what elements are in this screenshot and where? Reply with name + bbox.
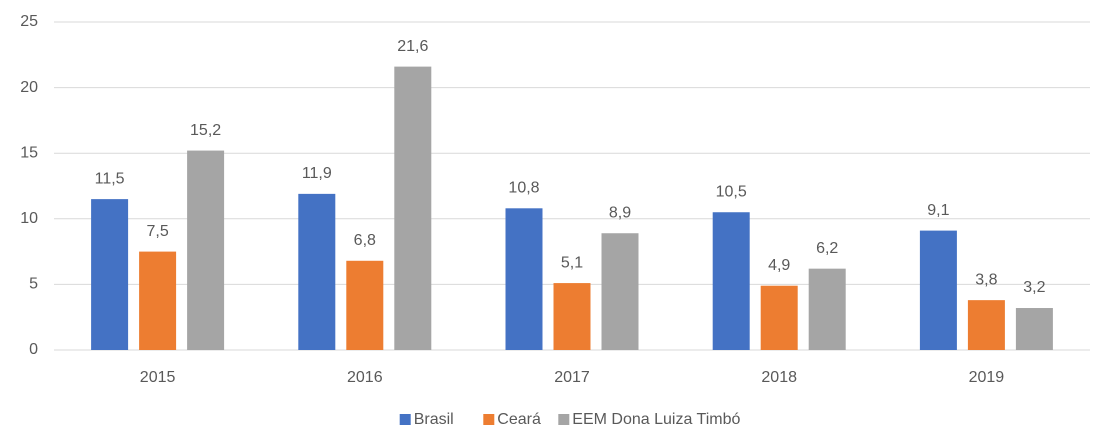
bar [601, 233, 639, 350]
data-label: 9,1 [927, 202, 949, 219]
bar [919, 230, 957, 350]
y-tick-label: 25 [20, 13, 38, 30]
data-label: 6,2 [816, 240, 838, 257]
bar [967, 300, 1005, 350]
y-tick-label: 15 [20, 144, 38, 161]
bar [1015, 308, 1053, 350]
y-tick-label: 0 [29, 341, 38, 358]
bar [760, 285, 798, 350]
data-label: 6,8 [354, 232, 376, 249]
y-tick-label: 5 [29, 276, 38, 293]
legend-swatch [558, 414, 570, 425]
bar [91, 199, 129, 350]
data-label: 3,2 [1023, 279, 1045, 296]
data-label: 15,2 [190, 122, 221, 139]
y-tick-label: 10 [20, 210, 38, 227]
y-tick-label: 20 [20, 79, 38, 96]
legend-label: Ceará [497, 411, 541, 428]
x-tick-label: 2019 [969, 369, 1005, 386]
legend-label: Brasil [414, 411, 454, 428]
x-tick-label: 2016 [347, 369, 383, 386]
data-label: 8,9 [609, 204, 631, 221]
data-label: 11,9 [302, 165, 332, 182]
x-tick-label: 2017 [554, 369, 590, 386]
bar [553, 283, 591, 350]
data-label: 5,1 [561, 254, 583, 271]
bar [505, 208, 543, 350]
data-label: 21,6 [397, 38, 428, 55]
legend-label: EEM Dona Luiza Timbó [572, 411, 740, 428]
data-label: 11,5 [95, 170, 125, 187]
data-label: 10,5 [716, 183, 747, 200]
bar [139, 251, 177, 350]
x-tick-label: 2018 [761, 369, 797, 386]
bar [187, 150, 225, 350]
data-label: 7,5 [146, 223, 168, 240]
bar [298, 193, 336, 350]
bar [394, 66, 432, 350]
bar [346, 260, 384, 350]
data-label: 4,9 [768, 257, 790, 274]
bar [712, 212, 750, 350]
bar [808, 268, 846, 350]
x-tick-label: 2015 [140, 369, 176, 386]
legend-swatch [399, 414, 411, 425]
data-label: 3,8 [975, 271, 997, 288]
legend-swatch [483, 414, 495, 425]
data-label: 10,8 [508, 180, 539, 197]
